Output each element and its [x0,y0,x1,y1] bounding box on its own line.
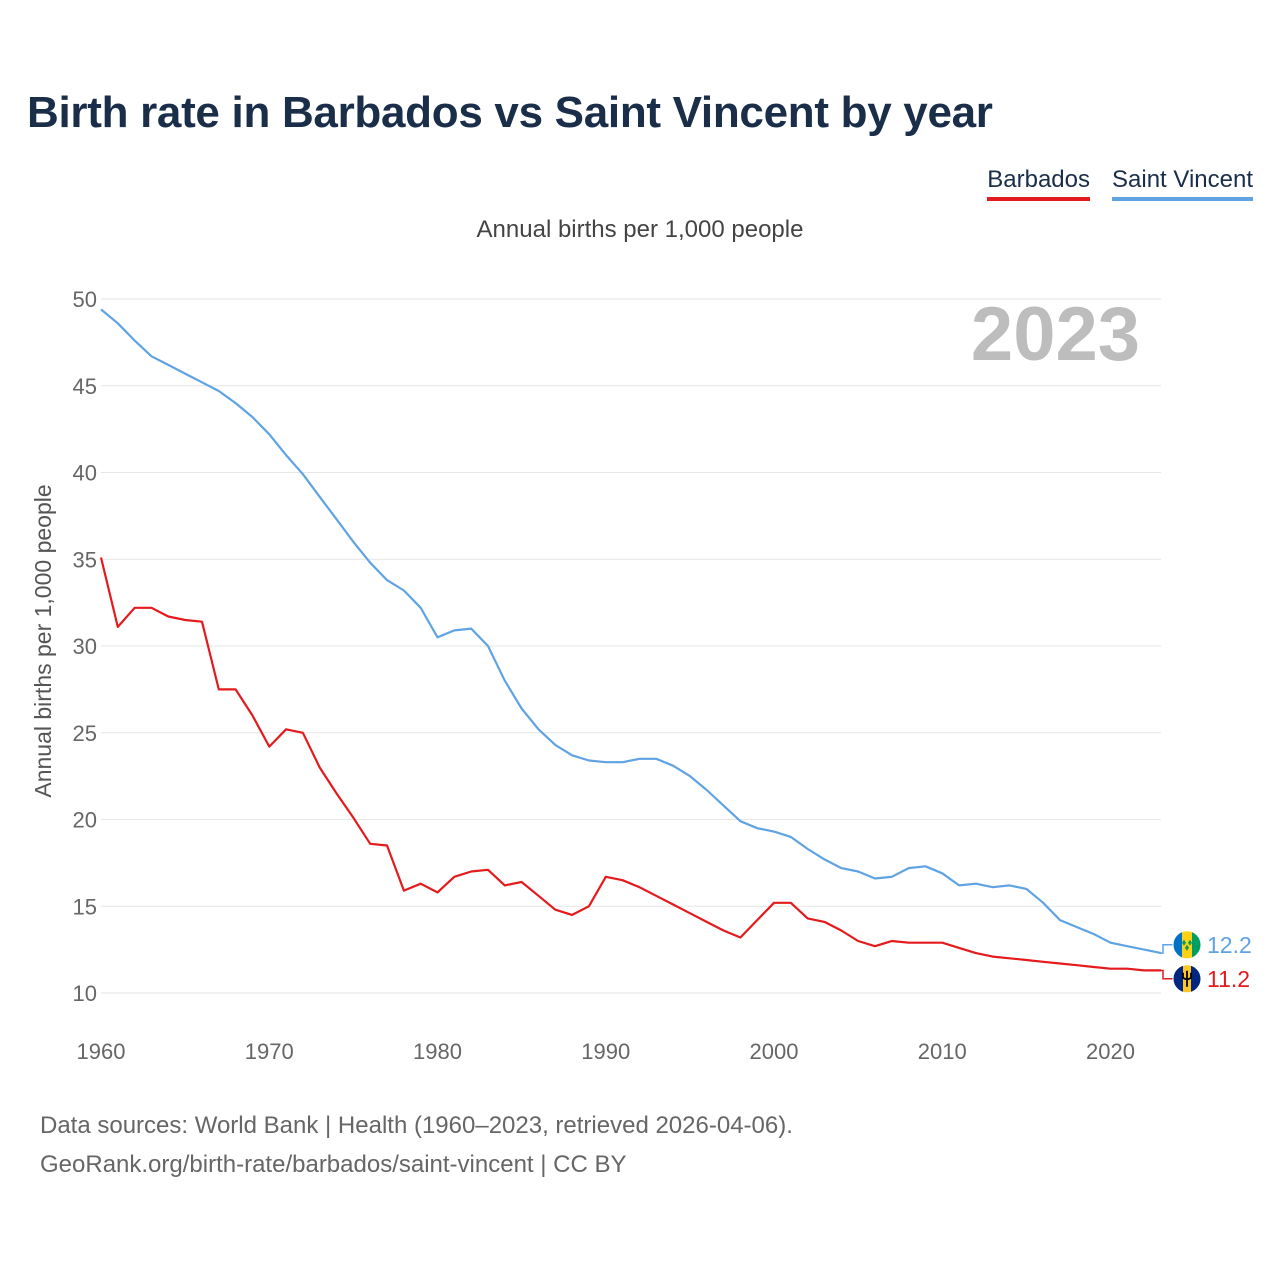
series-line-barbados[interactable] [99,557,1161,972]
year-watermark: 2023 [971,292,1140,377]
flag-saint-vincent-icon [1172,930,1202,960]
end-label-saint-vincent: 12.2 [1207,932,1252,958]
series-line-saint-vincent[interactable] [100,308,1162,955]
grid [101,298,1161,994]
x-tick-label: 1990 [581,1039,630,1064]
end-label-barbados: 11.2 [1207,966,1250,992]
y-axis-title: Annual births per 1,000 people [30,484,56,797]
y-tick-label: 50 [73,287,97,312]
y-tick-label: 10 [73,981,97,1006]
footer-url[interactable]: GeoRank.org/birth-rate/barbados/saint-vi… [40,1151,627,1178]
legend: Barbados Saint Vincent [987,166,1253,201]
x-tick-label: 1980 [413,1039,462,1064]
flag-barbados-icon [1172,964,1202,994]
y-tick-label: 40 [73,461,97,486]
y-tick-label: 30 [73,634,97,659]
y-tick-label: 20 [73,808,97,833]
x-axis: 1960 1970 1980 1990 2000 2010 2020 [77,1039,1135,1064]
end-connector-saint-vincent [1161,944,1173,954]
x-tick-label: 2020 [1086,1039,1135,1064]
y-tick-label: 15 [73,894,97,919]
chart-title: Birth rate in Barbados vs Saint Vincent … [27,88,993,137]
legend-item-saint-vincent[interactable]: Saint Vincent [1112,166,1253,201]
y-tick-label: 35 [73,547,97,572]
x-tick-label: 1970 [245,1039,294,1064]
end-connector-barbados [1161,969,1173,980]
x-tick-label: 2010 [918,1039,967,1064]
y-tick-label: 45 [73,374,97,399]
footer: Data sources: World Bank | Health (1960–… [40,1106,793,1184]
x-tick-label: 1960 [77,1039,126,1064]
series-group [99,308,1162,972]
y-axis: 10 15 20 25 30 35 40 45 50 [73,287,97,1006]
footer-sources: Data sources: World Bank | Health (1960–… [40,1112,793,1139]
x-tick-label: 2000 [750,1039,799,1064]
legend-item-barbados[interactable]: Barbados [987,166,1090,201]
chart-subtitle: Annual births per 1,000 people [476,216,804,243]
end-labels: 12.2 11.2 [1161,930,1252,994]
y-tick-label: 25 [73,721,97,746]
